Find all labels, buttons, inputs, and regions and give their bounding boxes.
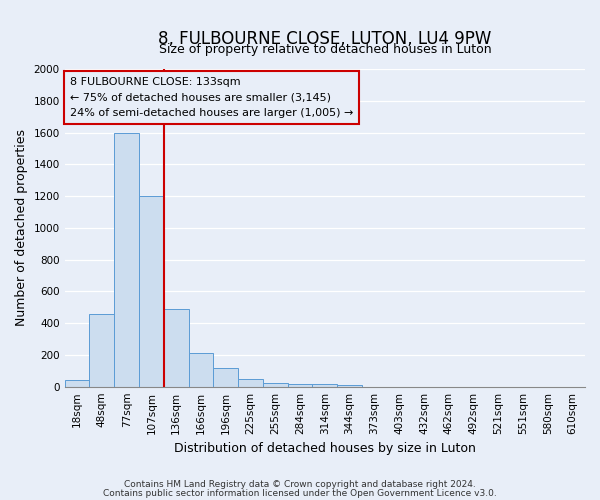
Text: Contains HM Land Registry data © Crown copyright and database right 2024.: Contains HM Land Registry data © Crown c… bbox=[124, 480, 476, 489]
Bar bbox=[313, 384, 337, 386]
Bar bbox=[238, 378, 263, 386]
Bar bbox=[263, 382, 287, 386]
Bar bbox=[287, 384, 313, 386]
Bar bbox=[188, 354, 214, 386]
Bar bbox=[89, 314, 114, 386]
Text: 8 FULBOURNE CLOSE: 133sqm
← 75% of detached houses are smaller (3,145)
24% of se: 8 FULBOURNE CLOSE: 133sqm ← 75% of detac… bbox=[70, 77, 353, 118]
Title: 8, FULBOURNE CLOSE, LUTON, LU4 9PW: 8, FULBOURNE CLOSE, LUTON, LU4 9PW bbox=[158, 30, 491, 48]
Bar bbox=[337, 385, 362, 386]
X-axis label: Distribution of detached houses by size in Luton: Distribution of detached houses by size … bbox=[174, 442, 476, 455]
Y-axis label: Number of detached properties: Number of detached properties bbox=[15, 130, 28, 326]
Bar bbox=[114, 132, 139, 386]
Text: Size of property relative to detached houses in Luton: Size of property relative to detached ho… bbox=[158, 44, 491, 57]
Text: Contains public sector information licensed under the Open Government Licence v3: Contains public sector information licen… bbox=[103, 488, 497, 498]
Bar bbox=[65, 380, 89, 386]
Bar bbox=[139, 196, 164, 386]
Bar bbox=[214, 368, 238, 386]
Bar bbox=[164, 309, 188, 386]
